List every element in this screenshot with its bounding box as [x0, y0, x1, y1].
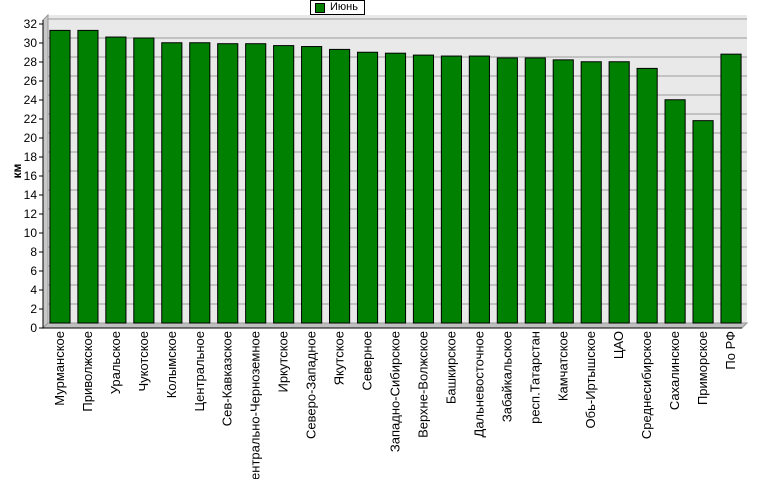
- y-tick-label: 22: [24, 112, 38, 126]
- y-tick-label: 2: [30, 302, 37, 316]
- x-tick-label: Дальневосточное: [471, 331, 486, 437]
- y-tick-label: 14: [24, 188, 38, 202]
- x-tick-label: ЦАО: [611, 331, 626, 359]
- bar: [524, 57, 546, 324]
- x-tick-label: респ.Татарстан: [527, 331, 542, 424]
- bar: [77, 29, 99, 324]
- legend-swatch: [315, 2, 325, 13]
- y-tick-label: 8: [30, 245, 37, 259]
- bar: [552, 59, 574, 324]
- y-tick-label: 0: [30, 321, 37, 335]
- bar: [189, 42, 211, 324]
- bar: [217, 43, 239, 324]
- bar: [636, 67, 658, 324]
- bar: [273, 45, 295, 324]
- x-tick-label: Верхне-Волжское: [415, 331, 430, 438]
- bar: [105, 36, 127, 324]
- bar: [608, 61, 630, 324]
- x-tick-label: Башкирское: [443, 331, 458, 404]
- y-tick-label: 20: [24, 131, 38, 145]
- x-tick-label: Приволжское: [80, 331, 95, 412]
- bar: [412, 54, 435, 324]
- x-tick-label: Центрально-Черноземное: [248, 331, 263, 479]
- y-tick-label: 18: [24, 150, 38, 164]
- y-tick-label: 4: [30, 283, 37, 297]
- bar: [161, 42, 183, 324]
- y-tick-label: 16: [24, 169, 38, 183]
- x-tick-label: Среднесибирское: [639, 331, 654, 439]
- bar: [496, 57, 518, 324]
- plot-floor: [41, 322, 749, 329]
- bar: [468, 55, 490, 324]
- x-tick-label: Северо-Западное: [304, 331, 319, 439]
- x-tick-label: Якутское: [332, 331, 347, 385]
- x-tick-label: Забайкальское: [499, 331, 514, 422]
- bar: [580, 61, 602, 324]
- x-tick-label: Приморское: [695, 331, 710, 405]
- legend: Июнь: [310, 0, 365, 15]
- bar: [664, 99, 686, 324]
- bar: [329, 48, 351, 324]
- x-tick-label: Сахалинское: [667, 331, 682, 410]
- y-tick-label: 10: [24, 226, 38, 240]
- bar: [49, 29, 71, 324]
- y-tick-label: 26: [24, 74, 38, 88]
- x-tick-label: Уральское: [108, 331, 123, 394]
- y-axis-label: км: [10, 163, 24, 178]
- x-tick-label: Центральное: [192, 331, 207, 411]
- plot-side-wall: [42, 13, 49, 330]
- x-tick-label: Камчатское: [555, 331, 570, 401]
- y-tick-label: 6: [30, 264, 37, 278]
- bar: [301, 46, 323, 324]
- x-tick-label: Обь-Иртышское: [583, 331, 598, 428]
- x-tick-label: По РФ: [723, 331, 738, 370]
- bar: [440, 55, 462, 324]
- x-tick-label: Чукотское: [136, 331, 151, 392]
- y-tick-label: 28: [24, 55, 38, 69]
- x-tick-label: Мурманское: [52, 331, 67, 406]
- x-tick-label: Иркутское: [276, 331, 291, 393]
- x-tick-label: Северное: [360, 331, 375, 390]
- x-tick-label: Сев-Кавказское: [220, 331, 235, 426]
- bar: [384, 52, 407, 324]
- legend-label: Июнь: [330, 1, 358, 13]
- y-tick-label: 24: [24, 93, 38, 107]
- bar: [133, 37, 155, 324]
- bar: [692, 120, 714, 324]
- bar: [245, 43, 267, 324]
- x-tick-label: Западно-Сибирское: [388, 331, 403, 452]
- x-tick-label: Колымское: [164, 331, 179, 398]
- y-tick-label: 30: [24, 36, 38, 50]
- bar: [356, 51, 379, 324]
- y-tick-label: 12: [24, 207, 38, 221]
- bar: [720, 53, 742, 324]
- y-tick-label: 32: [24, 17, 38, 31]
